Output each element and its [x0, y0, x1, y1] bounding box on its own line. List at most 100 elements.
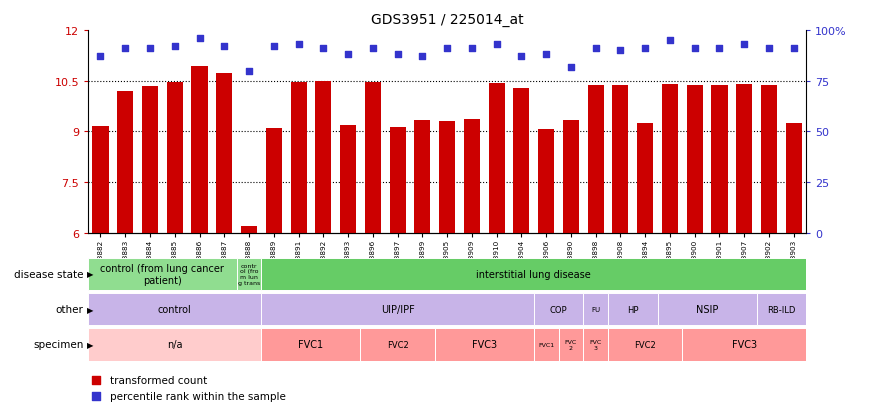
Point — [564, 64, 578, 71]
Bar — [262, 293, 534, 325]
Bar — [657, 293, 757, 325]
Point — [242, 68, 256, 75]
Bar — [588, 85, 603, 233]
Bar — [559, 328, 583, 361]
Bar — [291, 83, 307, 233]
Bar — [191, 66, 208, 233]
Bar — [712, 85, 728, 233]
Bar — [167, 83, 182, 233]
Bar — [439, 122, 455, 233]
Point — [787, 46, 801, 52]
Text: percentile rank within the sample: percentile rank within the sample — [110, 391, 285, 401]
Bar — [563, 120, 579, 233]
Bar — [489, 84, 505, 233]
Text: control: control — [158, 304, 192, 314]
Bar — [389, 128, 405, 233]
Text: ▶: ▶ — [87, 305, 93, 314]
Text: ▶: ▶ — [87, 270, 93, 279]
Point — [341, 52, 355, 59]
Point — [638, 46, 652, 52]
Bar — [786, 124, 802, 233]
Text: control (from lung cancer
patient): control (from lung cancer patient) — [100, 263, 225, 285]
Text: interstitial lung disease: interstitial lung disease — [477, 269, 591, 279]
Point — [366, 46, 380, 52]
Bar — [142, 87, 158, 233]
Text: FVC2: FVC2 — [387, 340, 409, 349]
Point — [440, 46, 454, 52]
Point — [89, 392, 103, 399]
Bar — [237, 258, 262, 290]
Text: FVC
3: FVC 3 — [589, 339, 602, 350]
Bar — [583, 293, 608, 325]
Point — [93, 54, 107, 61]
Bar — [662, 85, 678, 233]
Text: COP: COP — [550, 305, 567, 314]
Bar — [637, 124, 653, 233]
Bar — [88, 328, 262, 361]
Point — [415, 54, 429, 61]
Bar — [360, 328, 434, 361]
Point — [143, 46, 157, 52]
Bar — [262, 258, 806, 290]
Bar — [538, 129, 554, 233]
Text: FVC1: FVC1 — [538, 342, 554, 347]
Point — [465, 46, 479, 52]
Bar — [266, 129, 282, 233]
Bar — [365, 83, 381, 233]
Point — [292, 42, 306, 48]
Bar — [534, 328, 559, 361]
Point — [167, 44, 181, 50]
Bar — [463, 119, 480, 233]
Bar — [340, 126, 356, 233]
Text: FU: FU — [591, 306, 600, 312]
Point — [713, 46, 727, 52]
Point — [539, 52, 553, 59]
Text: FVC2: FVC2 — [634, 340, 656, 349]
Text: NSIP: NSIP — [696, 304, 718, 314]
Title: GDS3951 / 225014_at: GDS3951 / 225014_at — [371, 13, 523, 27]
Bar — [514, 88, 529, 233]
Text: n/a: n/a — [167, 339, 182, 349]
Bar — [434, 328, 534, 361]
Point — [515, 54, 529, 61]
Point — [267, 44, 281, 50]
Bar — [315, 82, 331, 233]
Text: disease state: disease state — [14, 269, 84, 279]
Bar — [241, 227, 257, 233]
Point — [663, 38, 677, 45]
Point — [218, 44, 232, 50]
Bar — [583, 328, 608, 361]
Text: UIP/IPF: UIP/IPF — [381, 304, 414, 314]
Bar — [682, 328, 806, 361]
Point — [688, 46, 702, 52]
Point — [762, 46, 776, 52]
Text: FVC3: FVC3 — [471, 339, 497, 349]
Bar — [737, 85, 752, 233]
Bar — [88, 258, 237, 290]
Bar — [93, 127, 108, 233]
Point — [118, 46, 132, 52]
Bar — [608, 328, 682, 361]
Text: specimen: specimen — [33, 339, 84, 349]
Bar — [414, 120, 431, 233]
Point — [490, 42, 504, 48]
Point — [316, 46, 330, 52]
Text: RB-ILD: RB-ILD — [767, 305, 796, 314]
Bar — [88, 293, 262, 325]
Point — [737, 42, 751, 48]
Point — [89, 377, 103, 384]
Text: HP: HP — [627, 305, 639, 314]
Bar — [608, 293, 657, 325]
Bar — [262, 328, 360, 361]
Text: contr
ol (fro
m lun
g trans: contr ol (fro m lun g trans — [238, 263, 260, 285]
Bar — [757, 293, 806, 325]
Bar — [686, 85, 703, 233]
Text: FVC
2: FVC 2 — [565, 339, 577, 350]
Point — [390, 52, 404, 59]
Text: other: other — [56, 304, 84, 314]
Text: transformed count: transformed count — [110, 375, 207, 385]
Text: FVC1: FVC1 — [299, 339, 323, 349]
Text: FVC3: FVC3 — [731, 339, 757, 349]
Point — [192, 36, 206, 43]
Bar — [117, 92, 133, 233]
